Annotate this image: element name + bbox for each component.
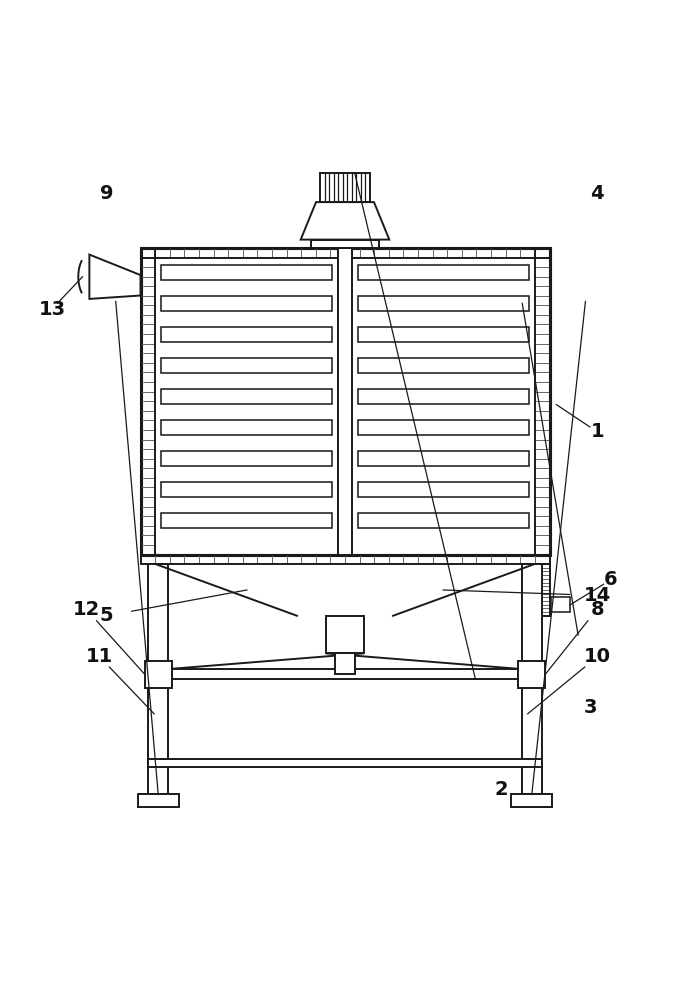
Bar [535,248,549,555]
Bar [518,661,545,688]
Bar [161,451,332,466]
Polygon shape [301,202,389,240]
Bar [535,564,549,616]
Text: 3: 3 [584,698,597,717]
Text: 12: 12 [72,600,99,619]
Bar [161,513,332,528]
Bar [358,420,529,435]
Text: 1: 1 [591,422,604,441]
Bar [141,555,549,564]
Bar [145,661,172,688]
Text: 5: 5 [99,606,113,625]
Bar [161,420,332,435]
Text: 4: 4 [591,184,604,203]
Bar [335,653,355,674]
Bar [161,389,332,404]
Text: 10: 10 [584,647,611,666]
Bar [358,451,529,466]
Bar [358,482,529,497]
Bar [511,794,552,807]
Bar [141,248,155,555]
Bar [148,759,542,767]
Bar [141,248,549,258]
Text: 2: 2 [495,780,509,799]
Bar [161,327,332,342]
Text: 9: 9 [99,184,113,203]
Text: 14: 14 [584,586,611,605]
Bar [358,265,529,280]
Bar [148,564,168,794]
Text: 6: 6 [604,570,618,589]
Bar [161,265,332,280]
Text: 11: 11 [86,647,113,666]
Bar [358,358,529,373]
Text: 13: 13 [39,300,66,319]
Bar [161,296,332,311]
Bar [138,794,179,807]
Bar [551,597,570,612]
Bar [161,482,332,497]
Bar [358,327,529,342]
Bar [161,358,332,373]
Bar [311,240,379,248]
Bar [522,564,542,794]
Bar [320,173,370,202]
Bar [141,248,549,555]
Bar [337,248,353,555]
Bar [148,669,542,679]
Bar [358,513,529,528]
Bar [358,296,529,311]
Bar [358,389,529,404]
Polygon shape [90,255,141,299]
Text: 8: 8 [591,600,604,619]
Bar [326,616,364,653]
